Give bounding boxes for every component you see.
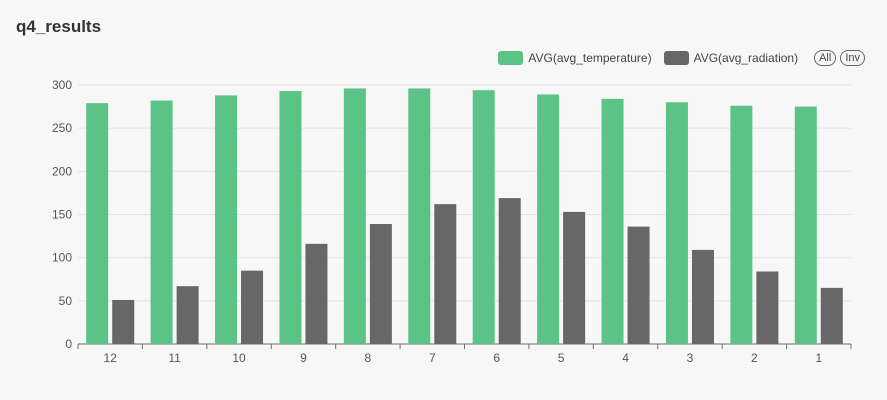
bar-temperature [408, 88, 431, 344]
legend-label-temperature: AVG(avg_temperature) [528, 51, 652, 65]
bar-radiation [498, 198, 521, 344]
bar-radiation [820, 287, 843, 344]
legend-label-radiation: AVG(avg_radiation) [693, 51, 799, 65]
x-tick-label: 10 [232, 351, 246, 365]
bar-temperature [472, 90, 495, 345]
legend-invert-button[interactable]: Inv [840, 50, 865, 66]
bar-temperature [343, 88, 366, 344]
legend-swatch-radiation [663, 51, 689, 65]
y-tick-label: 0 [65, 337, 72, 351]
x-tick-label: 1 [815, 351, 822, 365]
legend: AVG(avg_temperature) AVG(avg_radiation) … [498, 50, 865, 66]
x-tick-label: 2 [751, 351, 758, 365]
x-tick-label: 11 [168, 351, 181, 365]
y-tick-label: 100 [52, 251, 72, 265]
x-tick-label: 6 [493, 351, 500, 365]
bar-temperature [86, 103, 109, 344]
bar-radiation [369, 223, 392, 344]
bar-temperature [794, 106, 817, 344]
bar-temperature [601, 98, 624, 345]
x-tick-label: 4 [622, 351, 629, 365]
bar-radiation [241, 270, 264, 344]
bar-radiation [176, 286, 199, 344]
y-tick-label: 300 [52, 78, 72, 92]
bar-radiation [434, 204, 457, 344]
y-tick-label: 150 [52, 208, 72, 222]
x-tick-label: 5 [558, 351, 565, 365]
bar-radiation [305, 243, 328, 344]
x-tick-label: 12 [104, 351, 118, 365]
bar-temperature [215, 95, 238, 344]
bar-radiation [627, 226, 650, 344]
bar-temperature [279, 91, 302, 344]
legend-item-temperature[interactable]: AVG(avg_temperature) [498, 51, 652, 65]
y-tick-label: 50 [59, 294, 73, 308]
y-tick-label: 200 [52, 164, 72, 178]
x-tick-label: 3 [687, 351, 694, 365]
bar-radiation [563, 211, 586, 344]
x-tick-label: 7 [429, 351, 436, 365]
bar-radiation [691, 249, 714, 344]
x-tick-label: 9 [300, 351, 307, 365]
legend-select-all-button[interactable]: All [814, 50, 837, 66]
bar-temperature [150, 100, 173, 344]
chart-title: q4_results [16, 17, 102, 36]
bar-temperature [665, 102, 688, 345]
bar-radiation [756, 271, 779, 344]
x-tick-label: 8 [365, 351, 372, 365]
bar-radiation [112, 299, 135, 344]
y-tick-label: 250 [52, 121, 72, 135]
bar-temperature [537, 94, 560, 344]
bar-temperature [730, 105, 753, 344]
legend-swatch-temperature [498, 51, 524, 65]
legend-item-radiation[interactable]: AVG(avg_radiation) [663, 51, 799, 65]
